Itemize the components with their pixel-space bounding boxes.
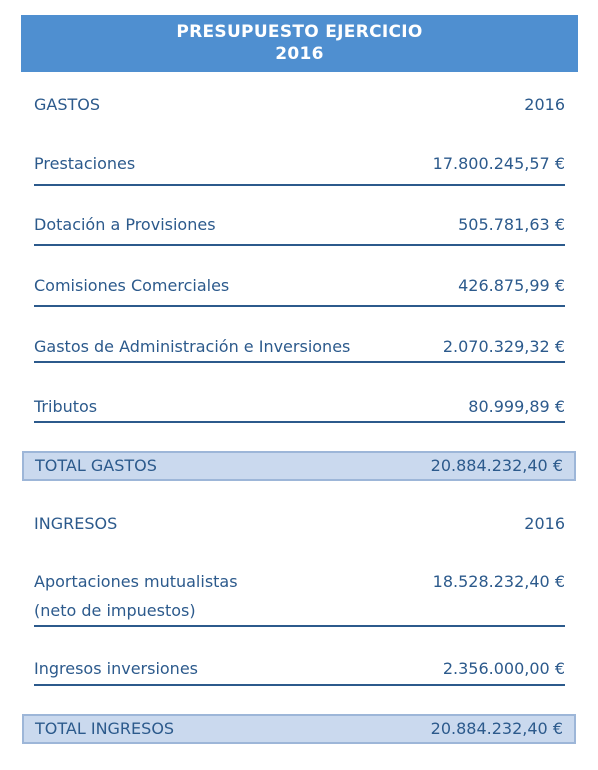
row-value: 505.781,63 € (458, 215, 565, 234)
total-ingresos-value: 20.884.232,40 € (430, 719, 563, 738)
row-label: Dotación a Provisiones (34, 215, 216, 234)
row-value: 426.875,99 € (458, 276, 565, 295)
page-title: PRESUPUESTO EJERCICIO 2016 (21, 15, 578, 72)
row-label: Tributos (34, 397, 98, 416)
total-ingresos-row: TOTAL INGRESOS 20.884.232,40 € (22, 714, 576, 744)
total-ingresos-label: TOTAL INGRESOS (35, 719, 175, 738)
row-label: Comisiones Comerciales (34, 276, 230, 295)
ingresos-year: 2016 (524, 514, 565, 533)
row-label: Gastos de Administración e Inversiones (34, 337, 351, 356)
gastos-row-comisiones: Comisiones Comerciales 426.875,99 € (34, 275, 565, 307)
gastos-row-tributos: Tributos 80.999,89 € (34, 396, 565, 423)
title-line-1: PRESUPUESTO EJERCICIO (176, 22, 423, 42)
ingresos-row-aportaciones: Aportaciones mutualistas (neto de impues… (34, 571, 565, 627)
ingresos-heading-row: INGRESOS 2016 (34, 513, 565, 537)
row-value: 2.356.000,00 € (442, 659, 565, 678)
row-label: Aportaciones mutualistas (neto de impues… (34, 571, 238, 622)
row-label: Prestaciones (34, 154, 136, 173)
total-gastos-row: TOTAL GASTOS 20.884.232,40 € (22, 451, 576, 481)
title-line-2: 2016 (275, 44, 324, 64)
ingresos-heading: INGRESOS (34, 514, 118, 533)
gastos-row-prestaciones: Prestaciones 17.800.245,57 € (34, 153, 565, 186)
row-label-line-1: Aportaciones mutualistas (34, 572, 238, 591)
row-label: Ingresos inversiones (34, 659, 198, 678)
row-value: 2.070.329,32 € (442, 337, 565, 356)
row-value: 17.800.245,57 € (432, 154, 565, 173)
gastos-row-dotacion: Dotación a Provisiones 505.781,63 € (34, 214, 565, 246)
row-value: 18.528.232,40 € (432, 572, 565, 591)
ingresos-row-inversiones: Ingresos inversiones 2.356.000,00 € (34, 658, 565, 686)
gastos-heading: GASTOS (34, 95, 101, 114)
row-value: 80.999,89 € (468, 397, 565, 416)
gastos-heading-row: GASTOS 2016 (34, 94, 565, 118)
gastos-row-administracion: Gastos de Administración e Inversiones 2… (34, 336, 565, 363)
row-label-line-2: (neto de impuestos) (34, 601, 196, 620)
total-gastos-label: TOTAL GASTOS (35, 456, 157, 475)
total-gastos-value: 20.884.232,40 € (430, 456, 563, 475)
gastos-year: 2016 (524, 95, 565, 114)
